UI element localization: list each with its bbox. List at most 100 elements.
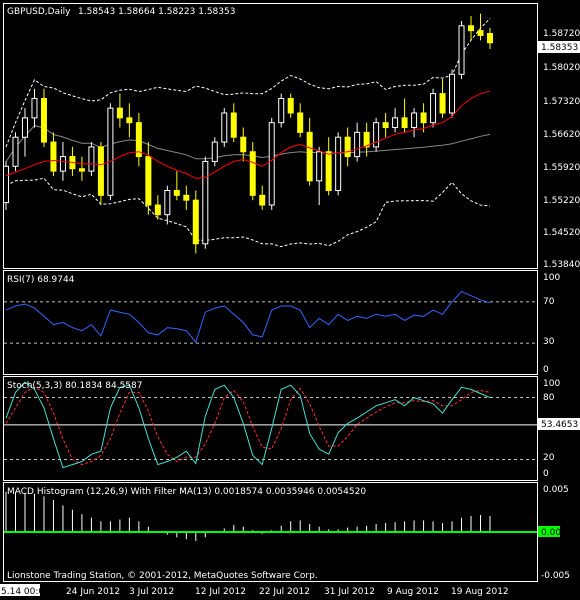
price-tick: 1.54520 bbox=[543, 228, 580, 238]
price-panel-frame bbox=[3, 3, 538, 269]
macd-tick: -0.005 bbox=[541, 571, 570, 581]
macd-panel-frame bbox=[3, 482, 538, 582]
bull-candle-body bbox=[202, 160, 209, 245]
bear-candle-body bbox=[145, 156, 152, 206]
stoch-current-label: 53.4653 bbox=[541, 420, 578, 430]
bear-candle-body bbox=[297, 112, 304, 133]
price-tick: 1.53840 bbox=[543, 260, 580, 270]
macd-histogram bbox=[4, 491, 537, 541]
rsi-indicator bbox=[4, 291, 537, 344]
bear-candle-body bbox=[487, 33, 493, 44]
price-tick: 1.56620 bbox=[543, 130, 580, 140]
stoch-tick: 80 bbox=[543, 393, 555, 403]
bull-candle-body bbox=[21, 117, 28, 138]
bear-candle-body bbox=[287, 97, 294, 114]
current-price-marker bbox=[538, 41, 580, 53]
rsi-panel-frame bbox=[3, 270, 538, 375]
bear-candle-body bbox=[154, 204, 161, 216]
stoch-axis: 100 80 20 0 53.4653 bbox=[538, 379, 580, 479]
bollinger-bands bbox=[5, 18, 491, 248]
bull-candle-body bbox=[31, 97, 38, 119]
bear-candle-body bbox=[40, 97, 47, 143]
bear-candle-body bbox=[97, 146, 104, 196]
bull-candle-body bbox=[221, 112, 228, 143]
bear-candle-body bbox=[173, 189, 180, 196]
bear-candle-body bbox=[240, 136, 247, 153]
bear-candle-body bbox=[230, 112, 237, 138]
date-tick: 31 Jul 2012 bbox=[324, 587, 375, 597]
rsi-panel-header: RSI(7) 68.9744 bbox=[7, 275, 75, 285]
date-tick: 9 Aug 2012 bbox=[387, 587, 439, 597]
bear-candle-body bbox=[477, 30, 484, 36]
bear-candle-body bbox=[344, 136, 351, 158]
bear-candle-body bbox=[401, 117, 408, 129]
date-axis: 5.14 00:00 24 Jun 2012 3 Jul 2012 12 Jul… bbox=[0, 584, 509, 597]
price-tick: 1.57320 bbox=[543, 97, 580, 107]
bear-candle-body bbox=[420, 112, 427, 124]
bear-candle-body bbox=[468, 25, 475, 32]
bear-candle-body bbox=[259, 194, 266, 206]
bull-candle-body bbox=[354, 131, 361, 158]
bull-candle-body bbox=[88, 146, 95, 172]
date-cursor-label: 5.14 00:00 bbox=[1, 587, 50, 597]
rsi-tick: 100 bbox=[543, 273, 560, 283]
rsi-line bbox=[5, 291, 491, 344]
bear-candle-body bbox=[306, 131, 313, 182]
bollinger-lower-line bbox=[5, 177, 491, 248]
bear-candle-body bbox=[135, 122, 142, 158]
macd-panel-header: MACD Histogram (12,26,9) With Filter MA(… bbox=[7, 487, 366, 497]
bear-candle-body bbox=[192, 199, 199, 245]
bear-candle-body bbox=[439, 93, 446, 114]
bull-candle-body bbox=[449, 73, 456, 114]
date-tick: 24 Jun 2012 bbox=[66, 587, 120, 597]
bear-candle-body bbox=[382, 122, 389, 129]
copyright-footer: Lionstone Trading Station, © 2001-2012, … bbox=[7, 571, 318, 581]
date-cursor-marker bbox=[0, 584, 40, 596]
current-price-label: 1.58353 bbox=[541, 43, 578, 53]
bear-candle-body bbox=[126, 117, 133, 124]
price-tick: 1.55220 bbox=[543, 196, 580, 206]
bear-candle-body bbox=[249, 151, 256, 196]
bull-candle-body bbox=[3, 165, 9, 204]
date-tick: 19 Aug 2012 bbox=[451, 587, 509, 597]
stoch-panel-header: Stoch(5,3,3) 80.1834 84.5587 bbox=[7, 381, 142, 391]
macd-tick: 0.005 bbox=[543, 485, 569, 495]
macd-zero-marker bbox=[538, 526, 560, 537]
rsi-tick: 0 bbox=[543, 365, 549, 375]
date-tick: 22 Jul 2012 bbox=[259, 587, 310, 597]
price-tick: 1.55920 bbox=[543, 163, 580, 173]
stoch-tick: 0 bbox=[543, 469, 549, 479]
slow-ma-line bbox=[5, 125, 491, 163]
bull-candle-body bbox=[411, 112, 418, 129]
bull-candle-body bbox=[268, 122, 275, 206]
stochastic-indicator bbox=[4, 381, 537, 469]
bull-candle-body bbox=[59, 156, 66, 172]
price-tick: 1.58720 bbox=[543, 29, 580, 39]
stoch-tick: 20 bbox=[543, 453, 555, 463]
moving-averages bbox=[5, 90, 491, 179]
bull-candle-body bbox=[430, 93, 437, 124]
stoch-current-marker bbox=[538, 418, 580, 430]
bollinger-upper-line bbox=[5, 18, 491, 148]
bear-candle-body bbox=[363, 131, 370, 148]
bear-candle-body bbox=[325, 151, 332, 191]
price-candles bbox=[3, 13, 493, 254]
bear-candle-body bbox=[78, 168, 85, 172]
stoch-panel-frame bbox=[3, 376, 538, 481]
date-tick: 12 Jul 2012 bbox=[195, 587, 246, 597]
bull-candle-body bbox=[335, 136, 342, 191]
rsi-tick: 30 bbox=[543, 337, 555, 347]
bull-candle-body bbox=[392, 117, 399, 129]
price-axis: 1.58720 1.58020 1.57320 1.56620 1.55920 … bbox=[543, 29, 580, 270]
rsi-tick: 70 bbox=[543, 297, 555, 307]
date-tick: 3 Jul 2012 bbox=[129, 587, 174, 597]
rsi-axis: 100 70 30 0 bbox=[543, 273, 560, 375]
bull-candle-body bbox=[107, 107, 114, 196]
bull-candle-body bbox=[12, 136, 19, 167]
bull-candle-body bbox=[373, 122, 380, 148]
bull-candle-body bbox=[316, 151, 323, 182]
stoch-tick: 100 bbox=[543, 379, 560, 389]
bull-candle-body bbox=[164, 189, 171, 216]
macd-axis: 0.005 0.00 -0.005 bbox=[538, 485, 570, 581]
